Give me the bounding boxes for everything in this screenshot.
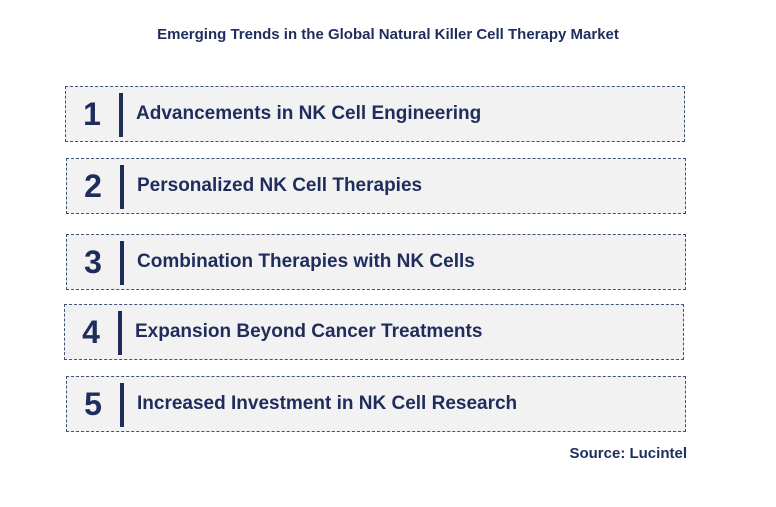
trend-item-3: 3 Combination Therapies with NK Cells [66, 234, 686, 290]
divider-bar [118, 311, 122, 355]
trend-item-5: 5 Increased Investment in NK Cell Resear… [66, 376, 686, 432]
trend-label: Advancements in NK Cell Engineering [136, 103, 482, 124]
trend-number: 2 [84, 167, 102, 204]
trend-number: 3 [84, 243, 102, 280]
divider-bar [120, 241, 124, 285]
trend-item-1: 1 Advancements in NK Cell Engineering [65, 86, 685, 142]
trend-item-4: 4 Expansion Beyond Cancer Treatments [64, 304, 684, 360]
source-note: Source: Lucintel [569, 445, 687, 462]
trend-label: Personalized NK Cell Therapies [137, 175, 423, 196]
chart-title: Emerging Trends in the Global Natural Ki… [157, 26, 619, 43]
trend-item-2: 2 Personalized NK Cell Therapies [66, 158, 686, 214]
trend-label: Expansion Beyond Cancer Treatments [135, 321, 483, 342]
trend-label: Combination Therapies with NK Cells [137, 251, 475, 272]
divider-bar [120, 383, 124, 427]
trend-label: Increased Investment in NK Cell Research [137, 393, 518, 414]
divider-bar [120, 165, 124, 209]
trend-number: 4 [82, 313, 100, 350]
divider-bar [119, 93, 123, 137]
trend-number: 5 [84, 385, 102, 422]
trend-number: 1 [83, 95, 101, 132]
